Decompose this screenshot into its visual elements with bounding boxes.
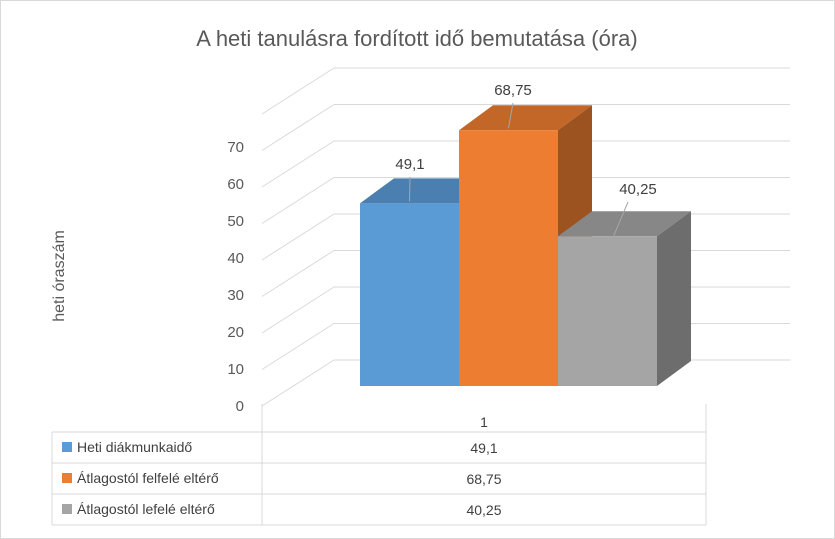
chart-title: A heti tanulásra fordított idő bemutatás…	[196, 26, 637, 51]
leader-line	[409, 176, 411, 202]
bar-top	[558, 211, 691, 237]
y-tick-label: 60	[227, 176, 244, 193]
y-axis-ticks: 0 10 20 30 40 50 60 70	[227, 139, 244, 415]
y-tick-label: 0	[236, 398, 244, 415]
gridline-side	[261, 177, 335, 224]
legend-entry: Átlagostól felfelé eltérő	[77, 470, 219, 486]
data-label: 49,1	[395, 156, 424, 173]
bars	[360, 105, 691, 386]
legend-entry: Átlagostól lefelé eltérő	[77, 501, 215, 517]
data-table: 1 Heti diákmunkaidő 49,1 Átlagostól felfelé…	[51, 404, 707, 526]
gridline-side	[261, 104, 335, 151]
table-value: 49,1	[470, 440, 497, 456]
legend-key	[62, 442, 72, 452]
y-axis-title: heti óraszám	[51, 230, 68, 322]
gridline-side	[261, 359, 335, 407]
legend-entry: Heti diákmunkaidő	[77, 439, 192, 455]
bar	[558, 236, 657, 386]
y-tick-label: 10	[227, 361, 244, 378]
legend-key	[62, 473, 72, 483]
bar-side	[657, 211, 691, 386]
gridline-side	[261, 67, 335, 115]
table-value: 40,25	[466, 502, 501, 518]
gridline-side	[261, 286, 335, 334]
bar	[459, 130, 558, 386]
table-value: 68,75	[466, 471, 501, 487]
y-tick-label: 50	[227, 213, 244, 230]
gridline-side	[261, 213, 335, 261]
category-label: 1	[480, 414, 488, 430]
leader-line	[508, 102, 514, 129]
y-tick-label: 70	[227, 139, 244, 156]
gridline-side	[261, 323, 335, 370]
gridline-side	[261, 140, 335, 188]
bar-top	[459, 105, 592, 131]
legend-key	[62, 504, 72, 514]
y-tick-label: 40	[227, 250, 244, 267]
data-label: 68,75	[494, 82, 532, 99]
gridline-side	[261, 250, 335, 297]
leader-line	[613, 201, 629, 237]
y-tick-label: 20	[227, 324, 244, 341]
bar	[360, 203, 459, 386]
y-tick-label: 30	[227, 287, 244, 304]
data-label: 40,25	[619, 181, 657, 198]
data-labels: 49,1 68,75 40,25	[395, 82, 657, 237]
